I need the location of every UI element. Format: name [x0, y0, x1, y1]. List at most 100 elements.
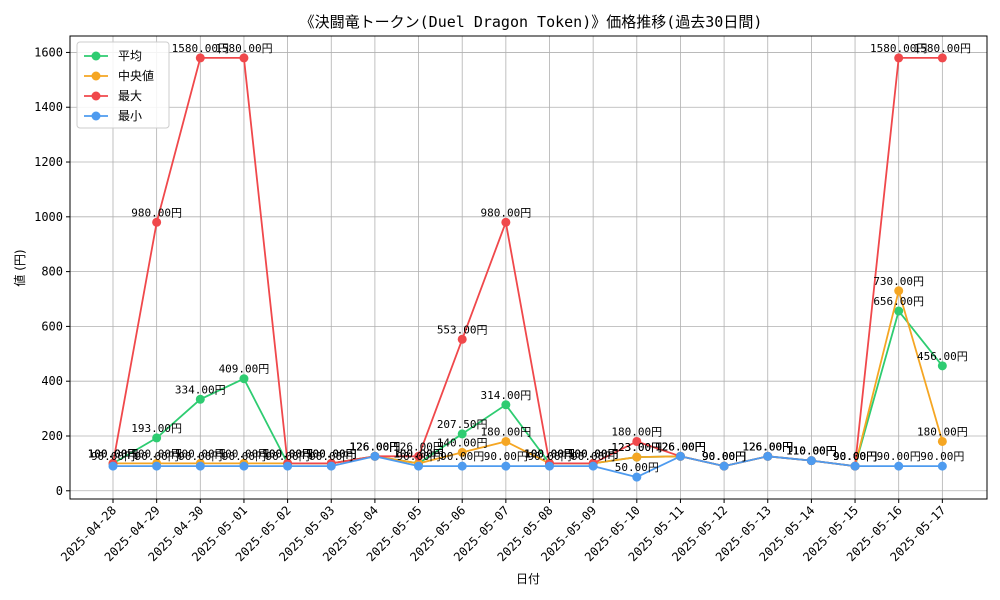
legend-box: [76, 41, 170, 129]
data-label: 126.00円: [393, 440, 444, 453]
data-point: [894, 53, 904, 63]
data-label: 126.00円: [350, 440, 401, 453]
data-label: 126.00円: [655, 440, 706, 453]
data-point: [501, 436, 511, 446]
data-point: [457, 461, 467, 471]
data-label: 90.00円: [222, 450, 266, 463]
legend-label: 最小: [118, 109, 142, 123]
data-label: 1580.00円: [914, 42, 971, 55]
data-label: 100.00円: [262, 447, 313, 460]
data-label: 409.00円: [219, 363, 270, 376]
data-label: 100.00円: [524, 447, 575, 460]
data-point: [195, 461, 205, 471]
data-label: 110.00円: [786, 445, 837, 458]
data-label: 100.00円: [88, 447, 139, 460]
data-label: 90.00円: [702, 450, 746, 463]
data-point: [719, 461, 729, 471]
data-point: [457, 334, 467, 344]
data-label: 90.00円: [920, 450, 964, 463]
data-label: 90.00円: [702, 450, 746, 463]
data-label: 1580.00円: [215, 42, 272, 55]
data-label: 90.00円: [833, 450, 877, 463]
data-label: 100.00円: [306, 447, 357, 460]
data-point: [414, 461, 424, 471]
data-label: 100.00円: [568, 447, 619, 460]
y-tick-label: 600: [41, 319, 63, 333]
data-label: 100.00円: [524, 447, 575, 460]
data-point: [501, 400, 511, 410]
data-label: 100.00円: [262, 447, 313, 460]
data-point: [588, 461, 598, 471]
data-point: [937, 436, 947, 446]
data-label: 456.00円: [917, 350, 968, 363]
data-label: 90.00円: [571, 450, 615, 463]
data-label: 90.00円: [702, 450, 746, 463]
data-point: [937, 53, 947, 63]
data-label: 126.00円: [655, 440, 706, 453]
data-label: 100.00円: [568, 447, 619, 460]
data-point: [152, 461, 162, 471]
data-point: [763, 451, 773, 461]
data-point: [675, 451, 685, 461]
data-label: 90.00円: [833, 450, 877, 463]
data-label: 90.00円: [440, 450, 484, 463]
data-label: 334.00円: [175, 383, 226, 396]
series-3: [108, 451, 947, 482]
data-label: 126.00円: [350, 440, 401, 453]
data-point: [108, 461, 118, 471]
data-label: 180.00円: [480, 425, 531, 438]
data-point: [894, 461, 904, 471]
data-label: 207.50円: [437, 418, 488, 431]
data-label: 90.00円: [833, 450, 877, 463]
data-point: [894, 286, 904, 296]
chart-title: 《決闘竜トークン(Duel Dragon Token)》価格推移(過去30日間): [300, 13, 763, 31]
y-axis-title: 値 (円): [12, 249, 27, 286]
data-label: 193.00円: [131, 422, 182, 435]
legend-entry: 平均: [84, 49, 142, 63]
data-label: 100.00円: [306, 447, 357, 460]
data-point: [545, 461, 554, 471]
data-label: 100.00円: [131, 447, 182, 460]
grid: [70, 36, 987, 499]
data-label: 180.00円: [917, 425, 968, 438]
data-label: 90.00円: [484, 450, 528, 463]
data-point: [152, 217, 162, 227]
data-label: 126.00円: [742, 440, 793, 453]
data-label: 100.00円: [306, 447, 357, 460]
data-point: [239, 461, 249, 471]
data-label: 980.00円: [480, 206, 531, 219]
data-label: 100.00円: [393, 447, 444, 460]
y-tick-label: 1600: [34, 45, 63, 59]
y-tick-label: 800: [41, 265, 63, 279]
data-label: 126.00円: [655, 440, 706, 453]
data-point: [632, 472, 642, 482]
data-label: 90.00円: [877, 450, 921, 463]
data-point: [501, 461, 511, 471]
data-label: 100.00円: [88, 447, 139, 460]
series-layer: [108, 53, 947, 482]
data-label: 1580.00円: [870, 42, 927, 55]
data-label: 90.00円: [527, 450, 571, 463]
data-label: 126.00円: [655, 440, 706, 453]
data-label: 50.00円: [615, 461, 659, 474]
data-label: 980.00円: [131, 206, 182, 219]
y-tick-label: 1400: [34, 100, 63, 114]
data-label: 126.00円: [350, 440, 401, 453]
y-tick-label: 0: [56, 484, 63, 498]
data-label: 90.00円: [91, 450, 135, 463]
data-label: 90.00円: [396, 450, 440, 463]
data-label: 90.00円: [178, 450, 222, 463]
y-tick-label: 1200: [34, 155, 63, 169]
legend-swatch-marker: [91, 71, 101, 81]
x-axis-title: 日付: [516, 572, 540, 586]
data-label: 140.00円: [437, 436, 488, 449]
data-label: 123.00円: [611, 441, 662, 454]
legend-swatch-marker: [91, 51, 101, 61]
data-label: 90.00円: [266, 450, 310, 463]
data-label: 126.00円: [350, 440, 401, 453]
data-point: [152, 433, 162, 443]
data-label: 126.00円: [742, 440, 793, 453]
data-point: [239, 53, 249, 63]
data-point: [806, 456, 816, 466]
